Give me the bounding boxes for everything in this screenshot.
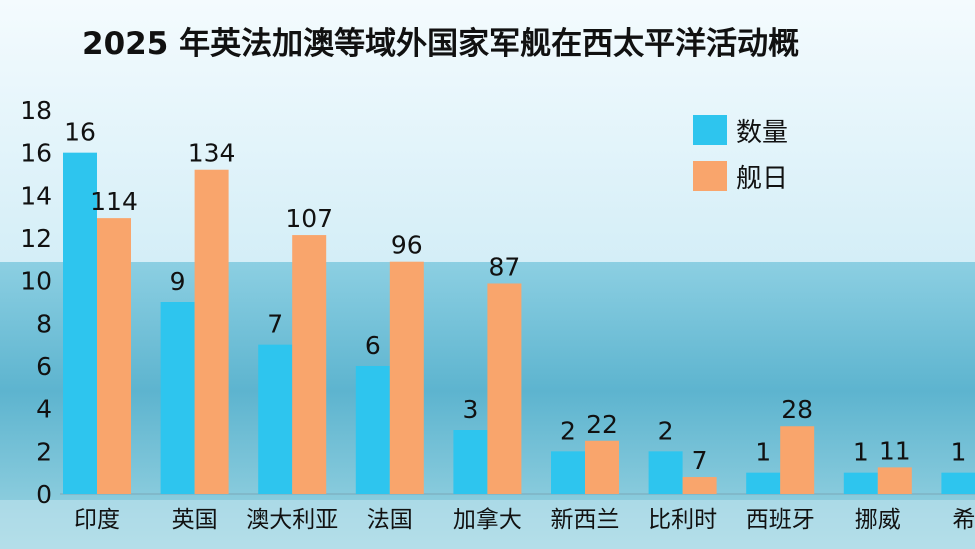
bar-count — [453, 430, 488, 494]
data-label-count: 1 — [755, 438, 771, 467]
data-label-ship-days: 87 — [488, 252, 520, 281]
x-tick-label: 新西兰 — [551, 507, 620, 533]
legend-label-ship-days: 舰日 — [736, 164, 788, 194]
bar-count — [941, 472, 975, 494]
bar-ship-days — [194, 169, 229, 494]
x-tick-label: 加拿大 — [453, 506, 522, 533]
data-label-ship-days: 96 — [391, 231, 423, 260]
foreground-water — [0, 500, 975, 549]
data-label-count: 6 — [365, 331, 381, 360]
data-label-ship-days: 7 — [692, 446, 708, 475]
bar-count — [258, 344, 293, 494]
bar-count — [355, 366, 390, 494]
x-axis: 印度 英国 澳大利亚 法国 加拿大 新西兰 比利时 西班牙 挪威 希腊 — [74, 506, 975, 533]
bar-ship-days — [97, 218, 131, 494]
y-tick-label: 12 — [20, 224, 52, 253]
bar-ship-days — [780, 426, 815, 494]
bar-ship-days — [682, 477, 717, 494]
data-label-count: 1 — [950, 438, 966, 467]
bar-ship-days — [389, 261, 424, 494]
y-tick-label: 14 — [20, 181, 52, 210]
x-tick-label: 法国 — [367, 507, 413, 533]
data-label-ship-days: 107 — [285, 204, 333, 233]
x-tick-label: 挪威 — [855, 507, 901, 533]
data-label-ship-days: 11 — [879, 436, 911, 465]
bar-count — [843, 472, 878, 494]
y-tick-label: 2 — [36, 437, 52, 466]
x-tick-label: 希腊 — [952, 507, 975, 533]
data-label-count: 2 — [658, 416, 674, 445]
bar-count — [648, 451, 683, 494]
legend-swatch-count — [693, 115, 727, 145]
y-tick-label: 8 — [36, 309, 52, 338]
bar-count — [551, 451, 585, 494]
bar-count — [63, 152, 97, 494]
legend-label-count: 数量 — [736, 118, 788, 148]
bar-count — [160, 302, 195, 494]
x-tick-label: 澳大利亚 — [246, 507, 338, 533]
data-label-count: 7 — [267, 310, 283, 339]
chart-title: 2025 年英法加澳等域外国家军舰在西太平洋活动概 — [82, 26, 799, 62]
data-label-count: 16 — [64, 118, 96, 147]
bar-ship-days — [487, 283, 522, 494]
data-label-ship-days: 114 — [90, 187, 138, 216]
y-tick-label: 4 — [36, 395, 52, 424]
data-label-ship-days: 134 — [188, 139, 236, 168]
y-tick-label: 16 — [20, 139, 52, 168]
y-tick-label: 18 — [20, 96, 52, 125]
x-tick-label: 英国 — [172, 507, 218, 533]
y-tick-label: 10 — [20, 267, 52, 296]
data-label-ship-days: 28 — [781, 395, 813, 424]
x-tick-label: 比利时 — [648, 507, 717, 533]
sky-background — [0, 0, 975, 262]
data-label-count: 2 — [560, 416, 576, 445]
x-tick-label: 印度 — [74, 507, 120, 533]
y-tick-label: 0 — [36, 480, 52, 509]
y-tick-label: 6 — [36, 352, 52, 381]
bar-ship-days — [585, 440, 619, 494]
legend-swatch-ship-days — [693, 161, 727, 191]
bar-ship-days — [292, 235, 327, 494]
data-label-count: 1 — [853, 438, 869, 467]
bar-count — [746, 472, 781, 494]
data-label-count: 3 — [462, 395, 478, 424]
legend: 数量 舰日 — [693, 115, 788, 194]
bar-ship-days — [877, 467, 912, 494]
y-axis: 0 2 4 6 8 10 12 14 16 18 — [20, 96, 52, 509]
x-tick-label: 西班牙 — [746, 507, 815, 533]
data-label-ship-days: 22 — [586, 410, 618, 439]
data-label-count: 9 — [170, 267, 186, 296]
